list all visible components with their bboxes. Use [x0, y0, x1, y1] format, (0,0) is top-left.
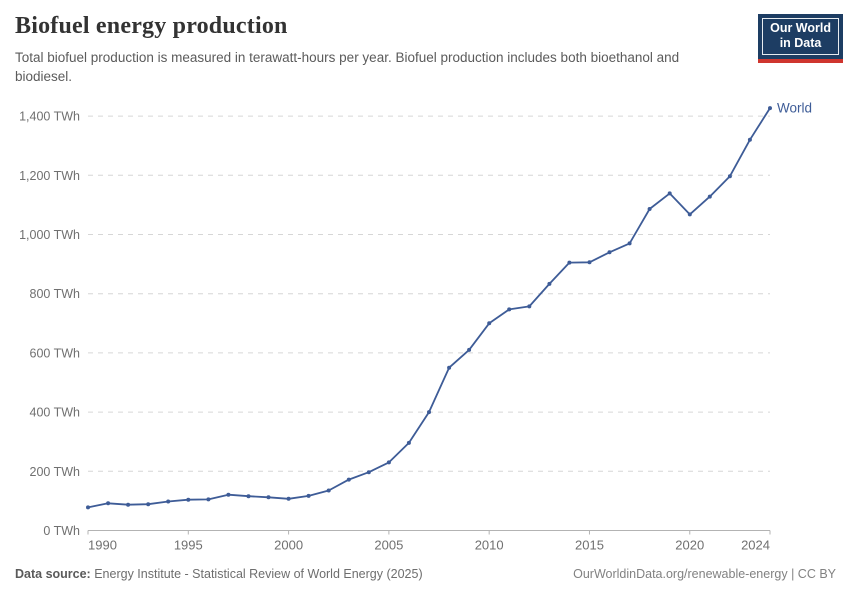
x-tick-label: 2020 — [675, 538, 704, 553]
data-point — [406, 440, 411, 445]
data-point — [627, 241, 632, 246]
data-point — [687, 212, 692, 217]
chart-subtitle: Total biofuel production is measured in … — [15, 50, 680, 85]
data-point — [647, 207, 652, 211]
data-point — [547, 281, 552, 286]
data-point — [246, 494, 251, 499]
data-point — [346, 477, 351, 482]
data-point — [507, 307, 512, 312]
y-tick-label: 1,000 TWh — [19, 228, 80, 242]
license-badge: CC BY — [797, 567, 836, 581]
data-point — [86, 505, 90, 510]
data-point — [587, 260, 592, 265]
world-series-line — [87, 107, 771, 509]
data-source-text: Energy Institute - Statistical Review of… — [94, 567, 423, 581]
page-title: Biofuel energy production — [15, 13, 288, 39]
data-point — [768, 106, 772, 111]
data-point — [126, 502, 131, 507]
y-tick-label: 1,400 TWh — [19, 110, 80, 124]
data-point — [707, 194, 712, 199]
y-tick-label: 400 TWh — [30, 406, 81, 420]
y-tick-label: 600 TWh — [30, 346, 81, 360]
owid-logo-line1: Our World — [770, 21, 831, 35]
chart-header: Biofuel energy production Total biofuel … — [15, 13, 730, 86]
data-point — [427, 410, 431, 415]
x-tick-label: 2005 — [374, 538, 403, 553]
data-point — [386, 460, 391, 465]
x-tick-label: 2000 — [274, 538, 303, 553]
owid-logo-inner: Our World in Data — [762, 18, 839, 55]
data-point — [226, 492, 231, 497]
data-source: Data source: Energy Institute - Statisti… — [15, 567, 423, 581]
attribution-separator: | — [791, 567, 795, 581]
x-tick-label: 2024 — [741, 538, 770, 553]
x-tick-label: 2010 — [475, 538, 504, 553]
data-point — [567, 260, 572, 265]
data-point — [527, 304, 532, 309]
data-point — [607, 250, 612, 255]
data-point — [366, 470, 371, 475]
attribution: OurWorldinData.org/renewable-energy | CC… — [573, 567, 836, 581]
data-point — [667, 191, 672, 196]
data-point — [447, 365, 452, 370]
data-point — [747, 137, 752, 142]
x-tick-label: 1990 — [88, 538, 117, 553]
data-point — [487, 321, 492, 326]
data-point — [326, 488, 331, 493]
line-chart: 0 TWh 200 TWh 400 TWh 600 TWh 800 TWh 1,000 T… — [19, 101, 812, 553]
data-point — [266, 495, 271, 500]
data-point — [727, 174, 732, 179]
x-tick-label: 1995 — [174, 538, 203, 553]
data-point — [146, 502, 151, 507]
y-tick-label: 800 TWh — [30, 287, 81, 301]
data-point — [286, 496, 291, 501]
data-point — [206, 497, 211, 502]
data-point — [306, 493, 311, 498]
data-point — [467, 347, 472, 352]
owid-url: OurWorldinData.org/renewable-energy — [573, 567, 788, 581]
data-point — [166, 499, 171, 504]
owid-logo: Our World in Data — [758, 14, 843, 63]
data-point — [186, 497, 191, 502]
y-tick-label: 0 TWh — [43, 524, 80, 538]
y-tick-label: 1,200 TWh — [19, 169, 80, 183]
y-tick-label: 200 TWh — [30, 465, 81, 479]
owid-logo-line2: in Data — [779, 35, 822, 50]
chart-footer: Data source: Energy Institute - Statisti… — [15, 567, 836, 581]
data-source-label: Data source: — [15, 567, 91, 581]
series-end-label: World — [777, 101, 812, 116]
data-point — [106, 501, 111, 506]
x-tick-label: 2015 — [575, 538, 604, 553]
